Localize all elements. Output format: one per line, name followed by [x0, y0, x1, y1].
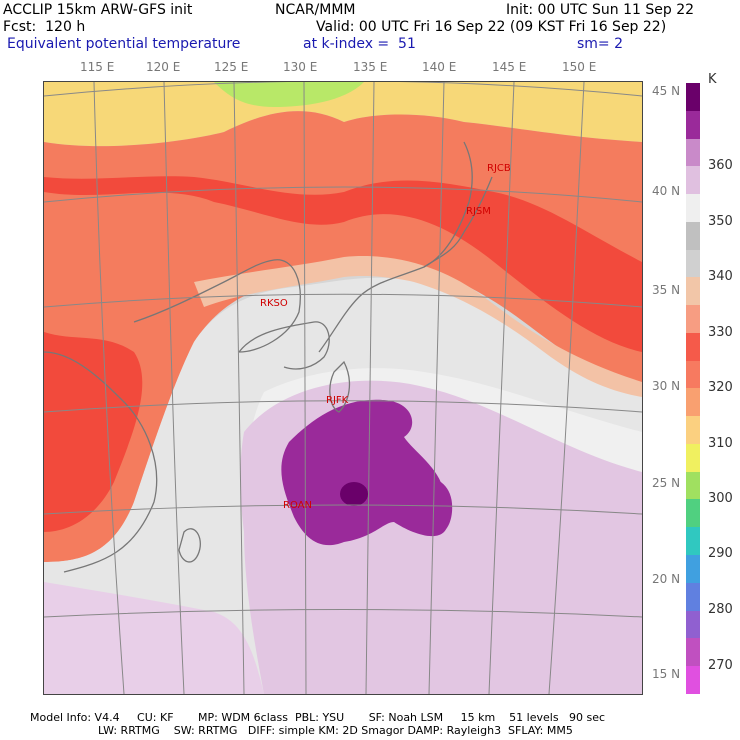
colorbar-swatch: [686, 666, 700, 694]
colorbar-swatch: [686, 416, 700, 444]
colorbar-swatch: [686, 582, 700, 611]
station-rjcb: RJCB: [487, 163, 511, 174]
model-title: ACCLIP 15km ARW-GFS init: [3, 2, 193, 18]
colorbar-swatch: [686, 332, 700, 361]
field-band-red: [44, 176, 642, 352]
field-band-yellow: [44, 82, 642, 147]
colorbar-swatch: [686, 527, 700, 556]
colorbar-swatch: [686, 249, 700, 278]
lat-label-15: 15 N: [652, 667, 681, 681]
lon-label-145: 145 E: [492, 60, 527, 74]
station-rjsm: RJSM: [466, 206, 491, 217]
theta-e-map: RJCB RJSM RKSO RJFK ROAN: [43, 81, 643, 695]
colorbar-swatch: [686, 277, 700, 306]
colorbar-swatch: [686, 360, 700, 389]
station-roan: ROAN: [283, 500, 312, 511]
colorbar-label-360: 360: [708, 158, 733, 173]
lon-label-135: 135 E: [353, 60, 388, 74]
init-time: Init: 00 UTC Sun 11 Sep 22: [506, 2, 695, 18]
colorbar-swatch: [686, 194, 700, 222]
colorbar-label-270: 270: [708, 658, 733, 673]
graticule: [44, 82, 642, 694]
footer-model-info: Model Info: V4.4 CU: KF MP: WDM 6class P…: [30, 711, 606, 724]
lat-label-30: 30 N: [652, 379, 681, 393]
colorbar-label-300: 300: [708, 491, 733, 506]
field-lavender-sw: [44, 582, 264, 694]
level-label: at k-index = 51: [303, 36, 416, 52]
lon-label-130: 130 E: [283, 60, 318, 74]
lat-label-45: 45 N: [652, 84, 681, 98]
footer-physics-info: LW: RRTMG SW: RRTMG DIFF: simple KM: 2D …: [98, 724, 573, 737]
colorbar-label-320: 320: [708, 380, 733, 395]
lat-label-20: 20 N: [652, 572, 681, 586]
colorbar-label-350: 350: [708, 214, 733, 229]
field-band-red-west: [44, 332, 143, 532]
lat-label-25: 25 N: [652, 476, 681, 490]
colorbar-swatch: [686, 138, 700, 167]
valid-time: Valid: 00 UTC Fri 16 Sep 22 (09 KST Fri …: [316, 19, 667, 35]
map-field-svg: [44, 82, 642, 694]
lon-label-120: 120 E: [146, 60, 181, 74]
field-band-green: [214, 82, 364, 107]
lon-label-115: 115 E: [80, 60, 115, 74]
lon-label-125: 125 E: [214, 60, 249, 74]
colorbar-label-310: 310: [708, 436, 733, 451]
colorbar-swatch: [686, 499, 700, 528]
typhoon-core: [281, 399, 450, 546]
lat-label-35: 35 N: [652, 283, 681, 297]
colorbar-swatch: [686, 388, 700, 417]
typhoon-eye: [340, 482, 368, 506]
colorbar-label-330: 330: [708, 325, 733, 340]
colorbar-swatch: [686, 638, 700, 667]
colorbar-label-280: 280: [708, 602, 733, 617]
colorbar-swatch: [686, 83, 700, 111]
lon-label-150: 150 E: [562, 60, 597, 74]
station-rjfk: RJFK: [326, 395, 349, 406]
organization-label: NCAR/MMM: [275, 2, 356, 18]
colorbar-swatch: [686, 443, 700, 472]
colorbar-swatch: [686, 610, 700, 639]
field-name: Equivalent potential temperature: [7, 36, 241, 52]
lon-label-140: 140 E: [422, 60, 457, 74]
smoothing-label: sm= 2: [577, 36, 624, 52]
colorbar-label-340: 340: [708, 269, 733, 284]
colorbar-swatch: [686, 110, 700, 139]
station-rkso: RKSO: [260, 298, 288, 309]
colorbar: [686, 83, 700, 694]
colorbar-swatch: [686, 305, 700, 333]
colorbar-swatch: [686, 221, 700, 250]
colorbar-unit: K: [708, 72, 717, 87]
colorbar-label-290: 290: [708, 546, 733, 561]
colorbar-swatch: [686, 471, 700, 500]
lat-label-40: 40 N: [652, 184, 681, 198]
forecast-hour: Fcst: 120 h: [3, 19, 86, 35]
colorbar-swatch: [686, 555, 700, 583]
colorbar-swatch: [686, 166, 700, 195]
